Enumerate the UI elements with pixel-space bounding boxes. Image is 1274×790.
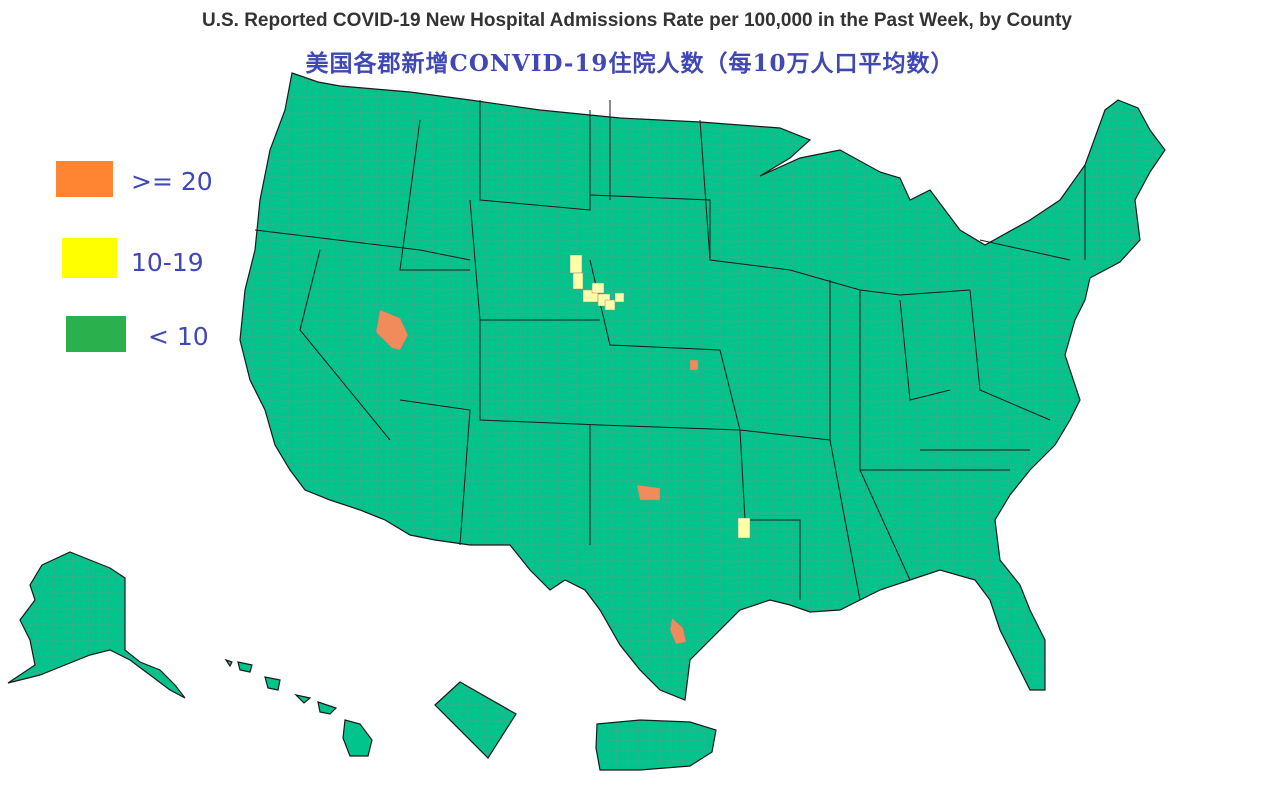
dc-inset [434, 681, 517, 759]
legend-label-high: >= 20 [131, 167, 213, 196]
legend-swatch-low [66, 316, 126, 352]
hawaii [224, 658, 373, 757]
county-highlights [375, 254, 751, 645]
legend-label-low: < 10 [148, 322, 209, 351]
puerto-rico [595, 719, 717, 771]
legend-swatch-high [56, 161, 113, 197]
continental-us [239, 72, 1166, 701]
map-subtitle: 美国各郡新增CONVID-19住院人数（每10万人口平均数） [305, 50, 955, 77]
alaska [7, 551, 186, 699]
legend-swatch-mid [62, 238, 117, 278]
map-title: U.S. Reported COVID-19 New Hospital Admi… [201, 10, 1072, 31]
legend-label-mid: 10-19 [131, 248, 204, 277]
